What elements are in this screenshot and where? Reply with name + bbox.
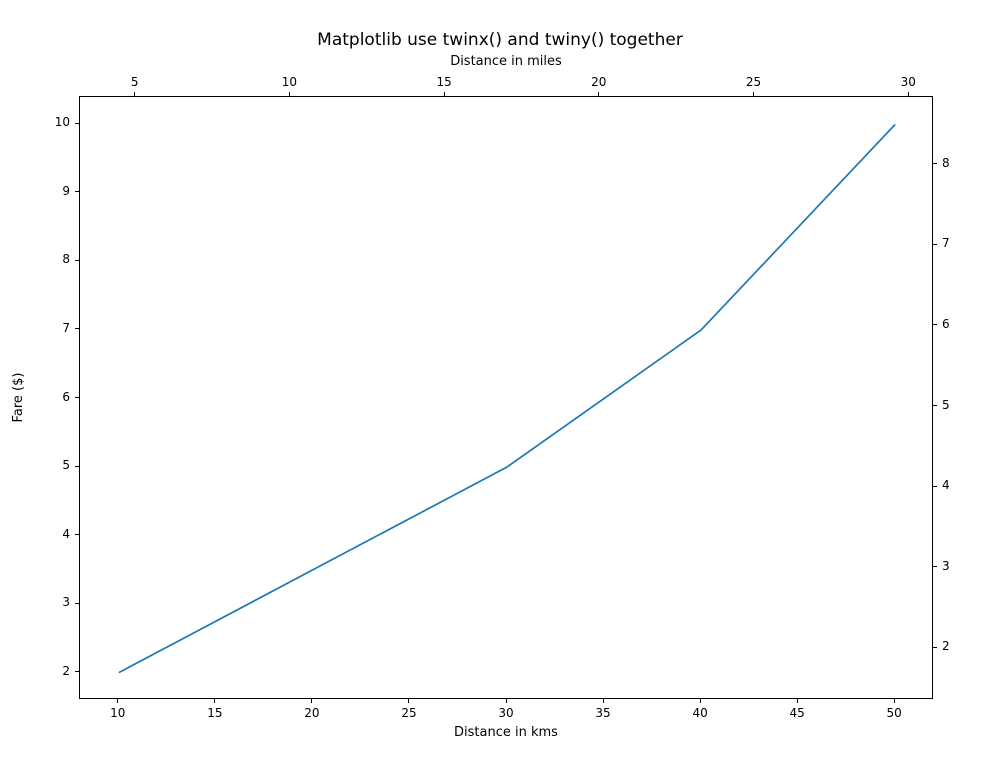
chart-title: Matplotlib use twinx() and twiny() toget… <box>0 30 1000 50</box>
yleft-label: Fare ($) <box>11 96 26 699</box>
xtop-tick-label: 10 <box>269 75 309 89</box>
tick-mark <box>311 699 312 703</box>
xbottom-tick-label: 30 <box>486 706 526 720</box>
tick-mark <box>75 328 79 329</box>
tick-mark <box>289 92 290 96</box>
tick-mark <box>444 92 445 96</box>
tick-mark <box>933 566 937 567</box>
tick-mark <box>603 699 604 703</box>
tick-mark <box>75 603 79 604</box>
xbottom-tick-label: 25 <box>389 706 429 720</box>
tick-mark <box>75 397 79 398</box>
tick-mark <box>75 191 79 192</box>
tick-mark <box>908 92 909 96</box>
tick-mark <box>933 244 937 245</box>
tick-mark <box>933 324 937 325</box>
yright-tick-label: 4 <box>942 478 972 492</box>
yright-tick-label: 5 <box>942 398 972 412</box>
xtop-label: Distance in miles <box>79 54 933 69</box>
tick-mark <box>797 699 798 703</box>
tick-mark <box>75 466 79 467</box>
tick-mark <box>506 699 507 703</box>
tick-mark <box>75 671 79 672</box>
yright-tick-label: 3 <box>942 559 972 573</box>
yleft-tick-label: 5 <box>40 458 70 472</box>
xtop-tick-label: 15 <box>424 75 464 89</box>
xtop-tick-label: 25 <box>734 75 774 89</box>
yright-tick-label: 8 <box>942 156 972 170</box>
xbottom-tick-label: 15 <box>195 706 235 720</box>
line-series <box>80 97 934 700</box>
xbottom-tick-label: 35 <box>583 706 623 720</box>
tick-mark <box>214 699 215 703</box>
xtop-tick-label: 30 <box>888 75 928 89</box>
xbottom-tick-label: 50 <box>874 706 914 720</box>
xbottom-tick-label: 10 <box>98 706 138 720</box>
figure: Matplotlib use twinx() and twiny() toget… <box>0 0 1000 764</box>
xbottom-tick-label: 40 <box>680 706 720 720</box>
yright-tick-label: 2 <box>942 639 972 653</box>
fare-line <box>119 124 895 672</box>
plot-area <box>79 96 933 699</box>
tick-mark <box>75 534 79 535</box>
tick-mark <box>75 123 79 124</box>
tick-mark <box>933 405 937 406</box>
yleft-tick-label: 4 <box>40 527 70 541</box>
yleft-tick-label: 2 <box>40 664 70 678</box>
tick-mark <box>933 647 937 648</box>
xtop-tick-label: 5 <box>115 75 155 89</box>
tick-mark <box>408 699 409 703</box>
tick-mark <box>933 486 937 487</box>
tick-mark <box>753 92 754 96</box>
tick-mark <box>700 699 701 703</box>
xbottom-label: Distance in kms <box>79 725 933 740</box>
yleft-tick-label: 10 <box>40 115 70 129</box>
yleft-tick-label: 9 <box>40 184 70 198</box>
xbottom-tick-label: 20 <box>292 706 332 720</box>
tick-mark <box>933 163 937 164</box>
yleft-tick-label: 3 <box>40 595 70 609</box>
yright-tick-label: 7 <box>942 236 972 250</box>
tick-mark <box>134 92 135 96</box>
yleft-tick-label: 7 <box>40 321 70 335</box>
yleft-tick-label: 8 <box>40 252 70 266</box>
tick-mark <box>598 92 599 96</box>
tick-mark <box>117 699 118 703</box>
xbottom-tick-label: 45 <box>777 706 817 720</box>
yright-tick-label: 6 <box>942 317 972 331</box>
tick-mark <box>75 260 79 261</box>
tick-mark <box>894 699 895 703</box>
yleft-tick-label: 6 <box>40 390 70 404</box>
xtop-tick-label: 20 <box>579 75 619 89</box>
